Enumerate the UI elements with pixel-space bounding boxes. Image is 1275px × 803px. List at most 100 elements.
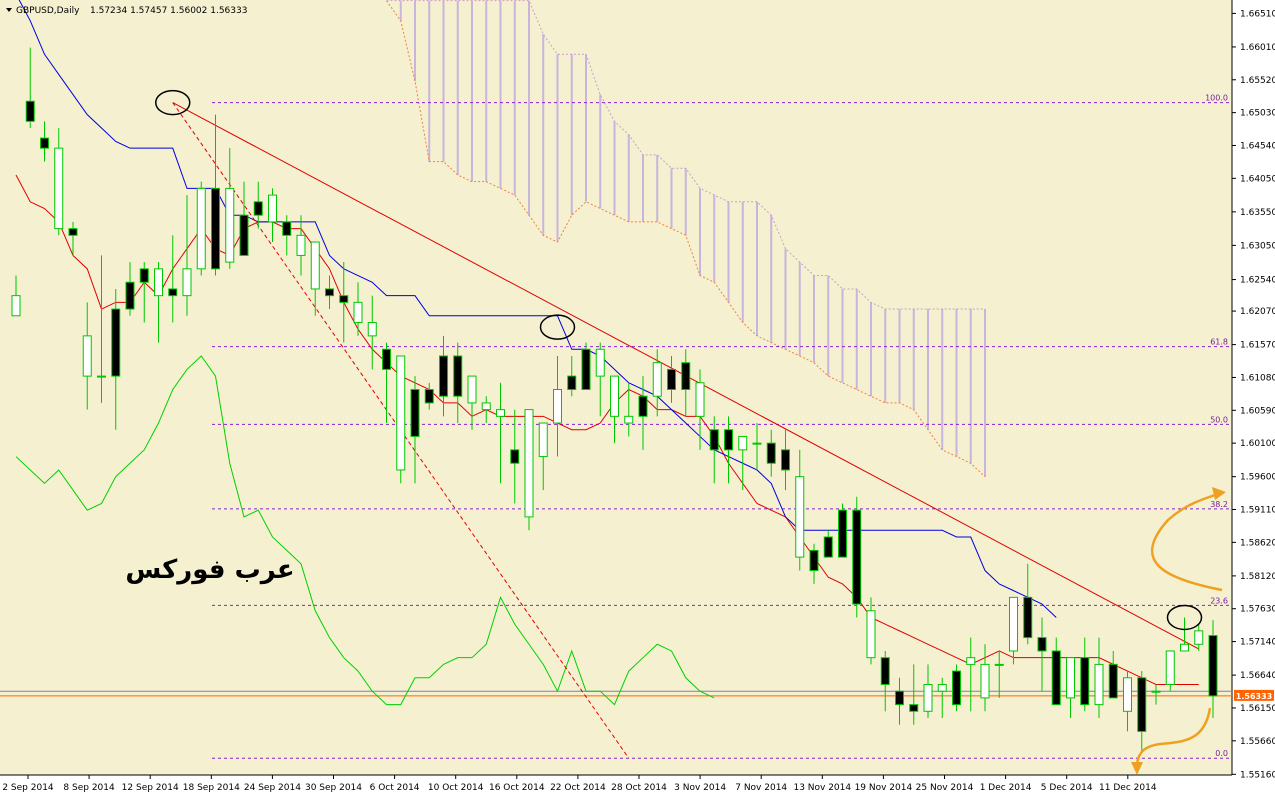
candle-body bbox=[1208, 635, 1218, 697]
symbol-label: GBPUSD,Daily bbox=[16, 6, 80, 16]
candle-body bbox=[553, 389, 562, 424]
current-price-bg bbox=[1234, 689, 1274, 701]
candle-body bbox=[952, 670, 961, 706]
chart-header: GBPUSD,Daily 1.57234 1.57457 1.56002 1.5… bbox=[6, 6, 247, 16]
candle-body bbox=[125, 281, 135, 310]
candle-body bbox=[510, 449, 520, 464]
time-axis: 2 Sep 2014 8 Sep 2014 12 Sep 2014 18 Sep 20… bbox=[2, 775, 1157, 793]
fib-level-label: 38.2 bbox=[1210, 500, 1228, 509]
time-tick-label: 1 Dec 2014 bbox=[980, 783, 1032, 793]
time-tick-label: 2 Sep 2014 bbox=[2, 783, 54, 793]
candle-body bbox=[880, 657, 890, 685]
cloud-span-b bbox=[386, 0, 985, 310]
time-tick-label: 28 Oct 2014 bbox=[611, 783, 667, 793]
fib-level-label: 100.0 bbox=[1205, 94, 1228, 103]
price-tick-label: 1.62070 bbox=[1240, 307, 1275, 317]
annotation-arrows bbox=[1131, 487, 1226, 775]
time-tick-label: 22 Oct 2014 bbox=[550, 783, 606, 793]
candle-body bbox=[424, 389, 434, 404]
candle-body bbox=[1023, 596, 1033, 639]
candle-body bbox=[624, 415, 634, 424]
candle-body bbox=[724, 429, 733, 451]
price-tick-label: 1.60590 bbox=[1240, 406, 1275, 416]
fib-level-label: 0.0 bbox=[1215, 749, 1228, 758]
candle-body bbox=[196, 187, 206, 270]
candle-body bbox=[1165, 650, 1175, 685]
candle-body bbox=[453, 355, 463, 397]
time-tick-label: 7 Nov 2014 bbox=[735, 783, 787, 793]
candle-body bbox=[866, 610, 876, 659]
candle-body bbox=[838, 509, 847, 558]
time-tick-label: 11 Dec 2014 bbox=[1099, 783, 1157, 793]
time-tick-label: 3 Nov 2014 bbox=[674, 783, 726, 793]
price-tick-label: 1.61570 bbox=[1240, 341, 1275, 351]
candle-body bbox=[766, 442, 776, 464]
price-tick-label: 1.65030 bbox=[1240, 109, 1275, 119]
fib-level-label: 61.8 bbox=[1210, 338, 1228, 347]
candle-body bbox=[652, 362, 662, 397]
header-dropdown-icon[interactable] bbox=[6, 8, 12, 12]
time-tick-label: 30 Sep 2014 bbox=[305, 783, 362, 793]
candle-body bbox=[382, 348, 391, 370]
candle-body bbox=[268, 194, 277, 223]
time-tick-label: 16 Oct 2014 bbox=[489, 783, 545, 793]
watermark-text: عرب فوركس bbox=[125, 555, 294, 585]
candle-body bbox=[367, 321, 377, 337]
price-tick-label: 1.55160 bbox=[1240, 770, 1275, 780]
candle-body bbox=[1123, 677, 1132, 712]
candle-body bbox=[695, 382, 705, 417]
time-tick-label: 12 Sep 2014 bbox=[122, 783, 179, 793]
time-tick-label: 5 Dec 2014 bbox=[1041, 783, 1093, 793]
price-tick-label: 1.57140 bbox=[1240, 638, 1275, 648]
price-tick-label: 1.63050 bbox=[1240, 241, 1275, 251]
current-price-box: 1.56333 bbox=[1234, 689, 1274, 701]
candlesticks bbox=[11, 47, 1218, 752]
candle-body bbox=[567, 375, 577, 391]
candle-body bbox=[1180, 643, 1189, 652]
candle-body bbox=[296, 234, 306, 256]
ichimoku-cloud bbox=[386, 0, 986, 478]
candle-body bbox=[638, 395, 648, 417]
candle-body bbox=[1066, 657, 1075, 699]
candle-body bbox=[667, 368, 676, 391]
candle-body bbox=[253, 201, 263, 216]
candle-body bbox=[1037, 637, 1047, 652]
price-lines bbox=[0, 690, 1232, 697]
kijun-line bbox=[18, 0, 1057, 618]
time-tick-label: 13 Nov 2014 bbox=[793, 783, 851, 793]
candle-body bbox=[410, 389, 420, 437]
candle-body bbox=[1151, 690, 1161, 693]
candle-body bbox=[781, 449, 790, 471]
highlight-circle bbox=[539, 314, 576, 340]
candle-body bbox=[25, 100, 35, 122]
fib-level-label: 50.0 bbox=[1210, 415, 1228, 424]
time-axis-background bbox=[0, 775, 1232, 799]
candle-body bbox=[40, 137, 49, 149]
candle-body bbox=[752, 442, 762, 445]
highlight-circle bbox=[155, 89, 191, 116]
candle-body bbox=[68, 228, 78, 236]
price-tick-label: 1.66010 bbox=[1240, 43, 1275, 53]
candle-body bbox=[738, 435, 748, 451]
candle-body bbox=[1094, 663, 1104, 706]
candle-body bbox=[1137, 677, 1147, 732]
candle-body bbox=[1080, 657, 1090, 706]
candle-body bbox=[496, 409, 505, 417]
time-tick-label: 6 Oct 2014 bbox=[370, 783, 420, 793]
chikou-line bbox=[15, 355, 715, 706]
candle-body bbox=[282, 221, 292, 236]
chikou-span bbox=[15, 355, 715, 706]
candle-body bbox=[111, 308, 121, 377]
candle-body bbox=[154, 268, 163, 297]
candle-body bbox=[481, 402, 491, 411]
price-tick-label: 1.56150 bbox=[1240, 704, 1275, 714]
candle-body bbox=[182, 268, 192, 297]
current-price-label: 1.56333 bbox=[1236, 692, 1272, 701]
candle-body bbox=[325, 288, 334, 297]
candle-body bbox=[923, 683, 933, 712]
price-axis-background bbox=[1232, 0, 1275, 799]
time-tick-label: 19 Nov 2014 bbox=[855, 783, 913, 793]
candle-body bbox=[396, 355, 406, 471]
candle-body bbox=[139, 268, 149, 283]
